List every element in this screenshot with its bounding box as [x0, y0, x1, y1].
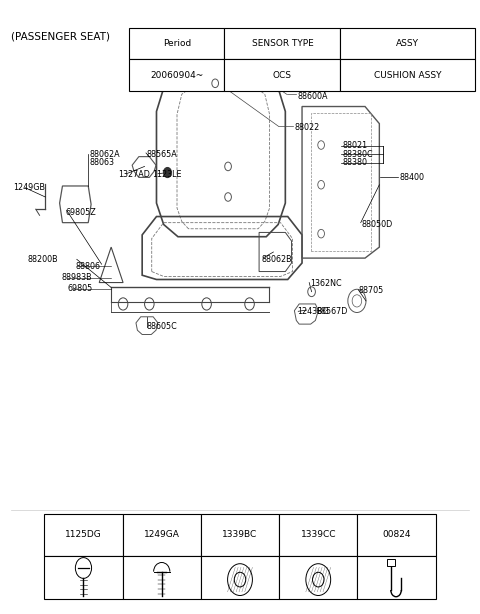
FancyBboxPatch shape	[201, 513, 279, 556]
Text: Period: Period	[163, 39, 191, 48]
Text: 88600A: 88600A	[297, 91, 328, 101]
Text: CUSHION ASSY: CUSHION ASSY	[374, 71, 442, 80]
FancyBboxPatch shape	[358, 513, 436, 556]
Text: 1327AD: 1327AD	[118, 171, 150, 179]
Text: 88062B: 88062B	[262, 255, 292, 264]
FancyBboxPatch shape	[279, 556, 358, 599]
Text: 69805Z: 69805Z	[66, 208, 96, 217]
Text: 1339CC: 1339CC	[300, 530, 336, 540]
Text: 1249GB: 1249GB	[13, 184, 45, 192]
Text: 88565A: 88565A	[147, 150, 178, 158]
Text: 88380C: 88380C	[343, 150, 373, 158]
Text: 88050D: 88050D	[362, 220, 393, 229]
Text: 88806: 88806	[75, 262, 100, 271]
Text: 88021: 88021	[343, 141, 368, 150]
Text: 88022: 88022	[295, 123, 320, 133]
Text: 88705: 88705	[359, 286, 384, 295]
Text: ASSY: ASSY	[396, 39, 420, 48]
Text: 20060904~: 20060904~	[150, 71, 204, 80]
Text: 88062A: 88062A	[90, 150, 120, 158]
Text: SENSOR TYPE: SENSOR TYPE	[252, 39, 313, 48]
FancyBboxPatch shape	[225, 28, 340, 60]
FancyBboxPatch shape	[44, 513, 122, 556]
Circle shape	[164, 168, 171, 177]
FancyBboxPatch shape	[129, 60, 225, 91]
Text: 88400: 88400	[400, 173, 425, 182]
Text: 88605C: 88605C	[147, 322, 178, 331]
FancyBboxPatch shape	[279, 513, 358, 556]
Text: 88200B: 88200B	[28, 255, 58, 264]
Text: 69805: 69805	[67, 284, 93, 293]
Text: 88380: 88380	[343, 158, 368, 167]
Text: 1125DG: 1125DG	[65, 530, 102, 540]
Text: 1243BG: 1243BG	[297, 307, 329, 316]
FancyBboxPatch shape	[44, 556, 122, 599]
Text: (PASSENGER SEAT): (PASSENGER SEAT)	[11, 32, 110, 42]
FancyBboxPatch shape	[358, 556, 436, 599]
FancyBboxPatch shape	[340, 60, 475, 91]
Text: 88567D: 88567D	[316, 307, 348, 316]
Text: 1123LE: 1123LE	[152, 171, 181, 179]
FancyBboxPatch shape	[386, 559, 395, 565]
Text: OCS: OCS	[273, 71, 292, 80]
FancyBboxPatch shape	[122, 513, 201, 556]
Text: 88063: 88063	[90, 158, 115, 166]
Text: 00824: 00824	[382, 530, 411, 540]
Text: 1249GA: 1249GA	[144, 530, 180, 540]
FancyBboxPatch shape	[122, 556, 201, 599]
Text: 1339BC: 1339BC	[222, 530, 258, 540]
FancyBboxPatch shape	[129, 28, 225, 60]
FancyBboxPatch shape	[340, 28, 475, 60]
Text: 88983B: 88983B	[61, 273, 92, 282]
Text: 1362NC: 1362NC	[311, 279, 342, 289]
FancyBboxPatch shape	[201, 556, 279, 599]
FancyBboxPatch shape	[225, 60, 340, 91]
